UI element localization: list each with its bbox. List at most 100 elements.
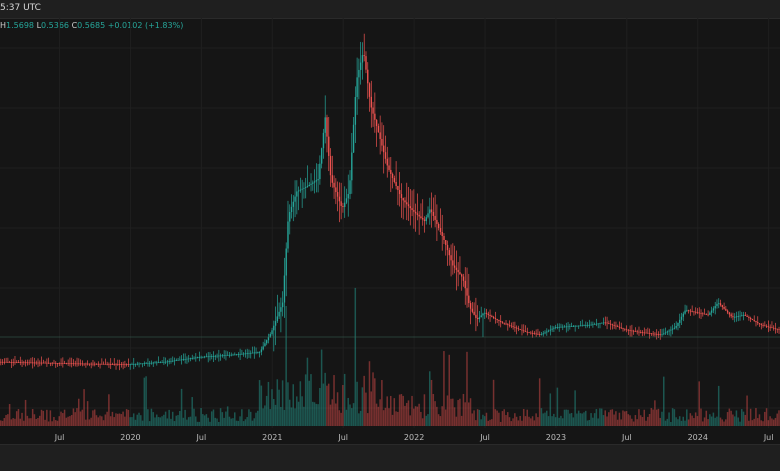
volume-bar-93: [164, 411, 167, 426]
volume-bar-116: [205, 414, 208, 426]
volume-bar-286: [507, 412, 509, 426]
candle-body-366: [648, 333, 651, 334]
volume-bar-395: [700, 408, 702, 426]
volume-bar-20: [35, 418, 37, 426]
candle-body-186: [329, 155, 332, 176]
candle-body-198: [351, 152, 353, 181]
volume-bar-23: [40, 409, 43, 426]
volume-bar-397: [703, 417, 706, 426]
candle-body-371: [657, 334, 660, 335]
candle-body-299: [530, 332, 532, 334]
candle-body-99: [175, 360, 177, 362]
candle-body-91: [161, 362, 163, 363]
volume-bar-216: [382, 410, 385, 426]
candle-body-69: [122, 364, 124, 365]
candle-body-347: [615, 325, 617, 327]
candle-body-284: [503, 322, 505, 324]
volume-bar-226: [400, 394, 403, 426]
candle-body-367: [650, 333, 653, 335]
volume-bar-126: [223, 417, 225, 426]
candle-body-124: [219, 355, 222, 357]
volume-bar-385: [682, 416, 684, 426]
candle-body-2: [3, 361, 6, 363]
volume-bar-122: [216, 418, 218, 426]
volume-bar-245: [434, 401, 436, 426]
volume-bar-259: [459, 398, 461, 426]
volume-bar-300: [531, 416, 534, 426]
volume-bar-350: [620, 419, 622, 426]
candle-body-109: [193, 357, 195, 359]
candle-body-44: [78, 363, 80, 365]
volume-bar-432: [765, 408, 768, 426]
volume-bar-100: [177, 415, 179, 426]
candle-body-335: [593, 324, 596, 325]
candle-body-168: [297, 190, 300, 192]
volume-bar-42: [74, 412, 76, 426]
candle-body-153: [271, 330, 273, 335]
candle-body-369: [654, 333, 656, 335]
volume-bar-404: [716, 416, 718, 426]
candle-body-419: [742, 314, 745, 316]
candle-body-251: [445, 240, 447, 245]
candle-body-267: [473, 311, 475, 315]
volume-bar-174: [308, 380, 310, 426]
price-chart[interactable]: Jul 2020 Jul 2021 Jul 2022 Jul 2023 Jul 2024 Jul: [0, 18, 780, 444]
candle-body-392: [695, 311, 697, 313]
volume-bar-258: [457, 400, 459, 426]
volume-bar-64: [113, 417, 115, 426]
candle-body-34: [60, 363, 62, 364]
candle-body-311: [551, 328, 553, 330]
chart-grid: [0, 18, 780, 428]
candle-body-177: [313, 181, 316, 183]
volume-bar-69: [122, 411, 124, 426]
volume-bar-195: [345, 409, 348, 426]
volume-bar-54: [95, 415, 98, 426]
candle-body-67: [118, 364, 121, 365]
volume-bar-381: [675, 417, 677, 426]
candle-body-422: [748, 316, 750, 318]
volume-bar-408: [723, 421, 725, 426]
candle-body-5: [8, 361, 11, 363]
volume-bar-340: [602, 415, 605, 426]
volume-bar-99: [175, 415, 177, 426]
volume-bar-320: [567, 409, 569, 426]
volume-bar-334: [592, 417, 594, 426]
volume-bar-222: [393, 398, 396, 426]
candle-body-28: [49, 362, 52, 364]
candle-body-125: [221, 355, 224, 357]
candle-body-291: [515, 327, 518, 329]
candle-body-158: [280, 307, 282, 312]
volume-bar-251: [444, 409, 447, 426]
volume-bar-204: [361, 387, 364, 426]
volume-bar-297: [526, 409, 528, 426]
volume-bar-335: [593, 413, 596, 426]
candle-body-24: [42, 362, 45, 364]
candle-body-318: [563, 326, 566, 328]
candle-body-200: [354, 96, 357, 125]
candle-body-130: [230, 354, 232, 356]
volume-bar-143: [253, 418, 255, 426]
volume-bar-153: [271, 389, 273, 426]
volume-bar-342: [606, 416, 608, 426]
candle-body-435: [771, 327, 773, 329]
volume-bar-348: [616, 419, 619, 426]
candle-body-370: [656, 333, 658, 335]
candle-body-288: [510, 325, 513, 327]
candle-body-396: [702, 313, 704, 315]
candle-body-96: [170, 360, 172, 362]
volume-bar-221: [391, 414, 394, 426]
volume-bar-124: [219, 408, 222, 426]
candle-body-354: [627, 329, 630, 331]
volume-bar-264: [468, 402, 470, 426]
candle-body-167: [296, 191, 298, 197]
volume-bar-313: [554, 417, 557, 426]
volume-bar-435: [771, 418, 773, 426]
candle-body-220: [390, 169, 392, 174]
candle-body-185: [328, 136, 330, 156]
volume-bar-107: [189, 416, 192, 426]
volume-bar-271: [480, 419, 482, 426]
volume-bar-158: [280, 406, 282, 426]
candle-body-145: [257, 352, 259, 353]
volume-bar-322: [570, 412, 573, 426]
volume-bar-306: [542, 413, 544, 426]
